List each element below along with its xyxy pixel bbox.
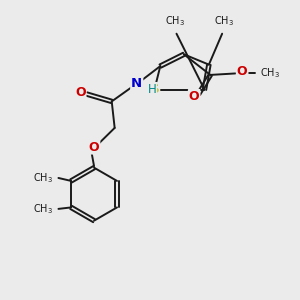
Text: O: O bbox=[237, 65, 247, 79]
Text: CH$_3$: CH$_3$ bbox=[214, 15, 234, 28]
Text: CH$_3$: CH$_3$ bbox=[32, 171, 52, 185]
Text: CH$_3$: CH$_3$ bbox=[165, 15, 185, 28]
Text: CH$_3$: CH$_3$ bbox=[32, 202, 52, 216]
Text: O: O bbox=[75, 86, 86, 99]
Text: N: N bbox=[131, 77, 142, 90]
Text: S: S bbox=[150, 83, 159, 96]
Text: CH$_3$: CH$_3$ bbox=[260, 67, 280, 80]
Text: H: H bbox=[148, 82, 157, 95]
Text: O: O bbox=[189, 90, 200, 103]
Text: O: O bbox=[89, 141, 99, 154]
